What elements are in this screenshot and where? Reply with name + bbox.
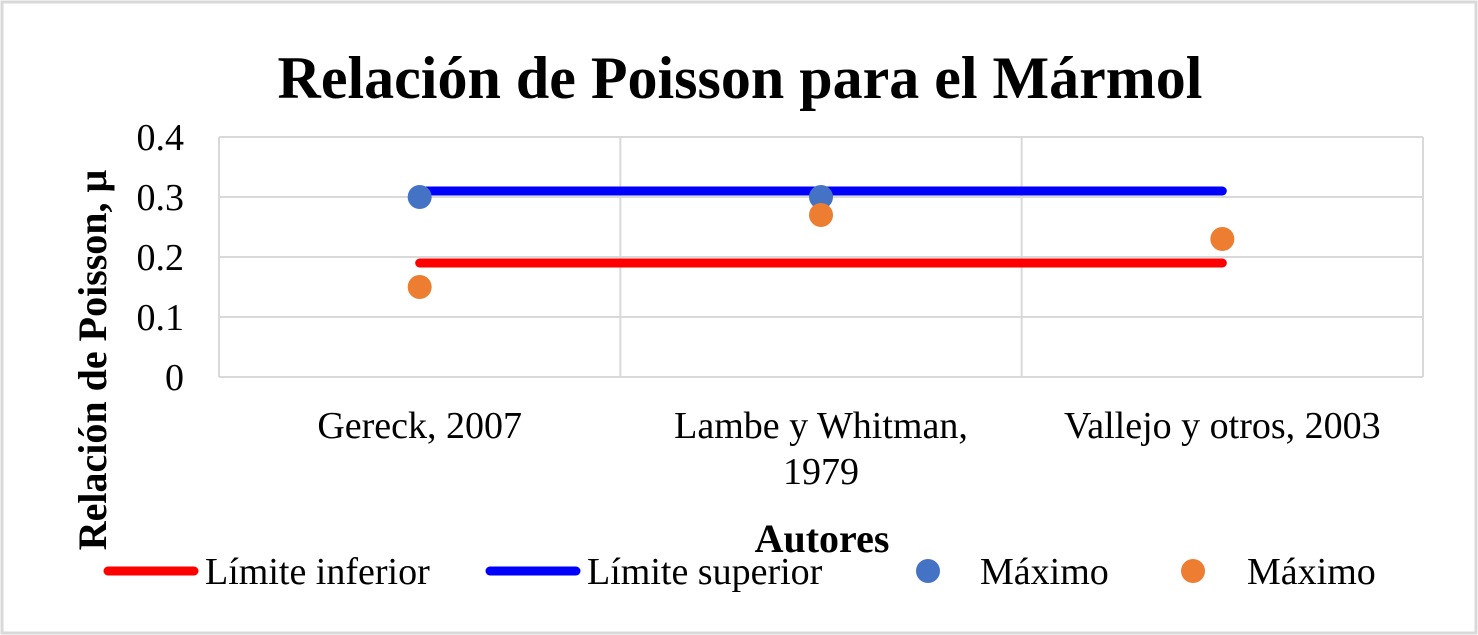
x-category-line: Vallejo y otros, 2003 (1064, 405, 1381, 447)
x-category-label: Lambe y Whitman, 1979 (674, 405, 968, 493)
legend-label: Máximo (1247, 551, 1376, 593)
x-category-label: Gereck, 2007 (317, 405, 522, 447)
x-category-line: Lambe y Whitman, (674, 405, 968, 447)
x-axis-title: Autores (755, 516, 890, 561)
legend-swatch (1181, 559, 1205, 583)
legend: Límite inferior Límite superior Máximo Máxi… (103, 551, 1376, 593)
x-category-line: Gereck, 2007 (317, 405, 522, 447)
series (407, 185, 1235, 299)
data-point (809, 203, 833, 227)
x-category-label: Vallejo y otros, 2003 (1064, 405, 1381, 447)
chart-title: Relación de Poisson para el Mármol (278, 45, 1203, 111)
y-axis-ticks: 0 0.1 0.2 0.3 0.4 (137, 117, 185, 399)
y-tick-label: 0.3 (137, 177, 185, 219)
data-point (407, 185, 432, 209)
y-tick-label: 0.4 (137, 117, 185, 159)
x-axis-categories: Gereck, 2007 Lambe y Whitman, 1979 Vallejo … (317, 405, 1380, 493)
legend-label: Límite superior (587, 551, 823, 593)
legend-label: Máximo (980, 551, 1109, 593)
y-tick-label: 0.1 (137, 297, 185, 339)
legend-swatch (916, 559, 940, 583)
legend-label: Límite inferior (205, 551, 430, 593)
data-point (1210, 227, 1235, 251)
grid (218, 136, 1424, 378)
data-point (407, 275, 432, 299)
y-axis-title: Relación de Poisson, μ (70, 169, 115, 550)
x-category-line: 1979 (783, 451, 859, 493)
y-tick-label: 0.2 (137, 237, 185, 279)
data-point (809, 185, 833, 209)
y-tick-label: 0 (165, 357, 184, 399)
